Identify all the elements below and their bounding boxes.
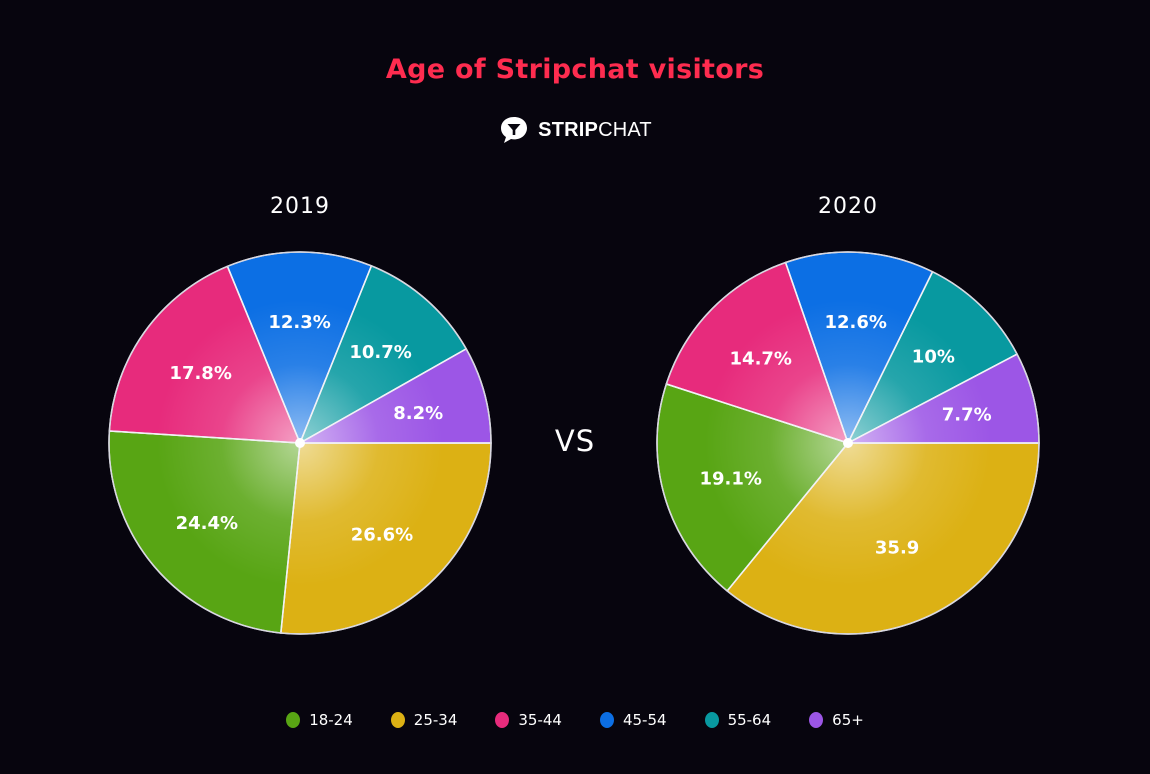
data-label-45-54: 12.6%	[824, 312, 886, 333]
legend-swatch	[599, 712, 614, 728]
legend-item-45-54: 45-54	[599, 711, 667, 729]
pie-2019: 26.6% 24.4% 17.8% 12.3% 10.7% 8.2%	[108, 251, 492, 635]
pie-2020-title: 2020	[818, 194, 878, 219]
legend-item-35-44: 35-44	[495, 711, 562, 729]
legend-label: 45-54	[622, 711, 667, 729]
legend-item-55-64: 55-64	[704, 711, 772, 729]
slice-separator	[666, 383, 849, 444]
pie-center-dot	[843, 438, 853, 448]
legend-item-25-34: 25-34	[390, 711, 458, 729]
data-label-25-34: 26.6%	[351, 525, 413, 546]
data-label-65plus: 7.7%	[942, 405, 992, 426]
slice-separator	[784, 262, 849, 444]
slice-separator	[299, 265, 373, 444]
pie-2019-title: 2019	[270, 194, 330, 219]
legend-label: 25-34	[413, 711, 458, 729]
pie-2020: 35.9 19.1% 14.7% 12.6% 10% 7.7%	[656, 251, 1040, 635]
brand-name-regular: CHAT	[598, 118, 652, 141]
legend-swatch	[704, 712, 719, 728]
slice-separator	[726, 442, 849, 592]
data-label-25-34: 35.9	[875, 538, 919, 559]
legend-label: 18-24	[309, 711, 353, 729]
chat-bubble-cocktail-glass-icon	[501, 117, 528, 143]
slice-separator	[280, 442, 301, 634]
slice-separator	[847, 271, 934, 444]
data-label-18-24: 19.1%	[699, 468, 761, 489]
data-label-55-64: 10%	[912, 346, 955, 367]
brand-name-bold: STRIP	[538, 118, 599, 141]
legend-label: 65+	[832, 711, 864, 729]
slice-separator	[109, 430, 301, 444]
legend-item-18-24: 18-24	[286, 711, 353, 729]
slice-separator	[226, 266, 301, 444]
legend: 18-24 25-34 35-44 45-54 55-64 65+	[0, 711, 1150, 729]
brand-name: STRIPCHAT	[538, 119, 652, 142]
legend-swatch	[809, 712, 824, 728]
slice-separator	[847, 353, 1018, 444]
pie-center-dot	[295, 438, 305, 448]
data-label-35-44: 17.8%	[169, 363, 231, 384]
vs-label: VS	[554, 424, 596, 458]
legend-swatch	[390, 712, 405, 728]
chart-title: Age of Stripchat visitors	[385, 54, 765, 85]
data-label-55-64: 10.7%	[349, 342, 411, 363]
legend-label: 55-64	[727, 711, 772, 729]
data-label-18-24: 24.4%	[176, 513, 238, 534]
data-label-35-44: 14.7%	[730, 348, 792, 369]
pie-outline	[108, 251, 492, 635]
legend-swatch	[286, 712, 301, 728]
legend-label: 35-44	[518, 711, 562, 729]
data-label-65plus: 8.2%	[393, 403, 443, 424]
data-label-45-54: 12.3%	[268, 312, 330, 333]
legend-swatch	[495, 712, 510, 728]
legend-item-65plus: 65+	[809, 711, 864, 729]
slice-separator	[299, 348, 467, 444]
brand-logo: STRIPCHAT	[0, 114, 1150, 146]
pie-outline	[656, 251, 1040, 635]
